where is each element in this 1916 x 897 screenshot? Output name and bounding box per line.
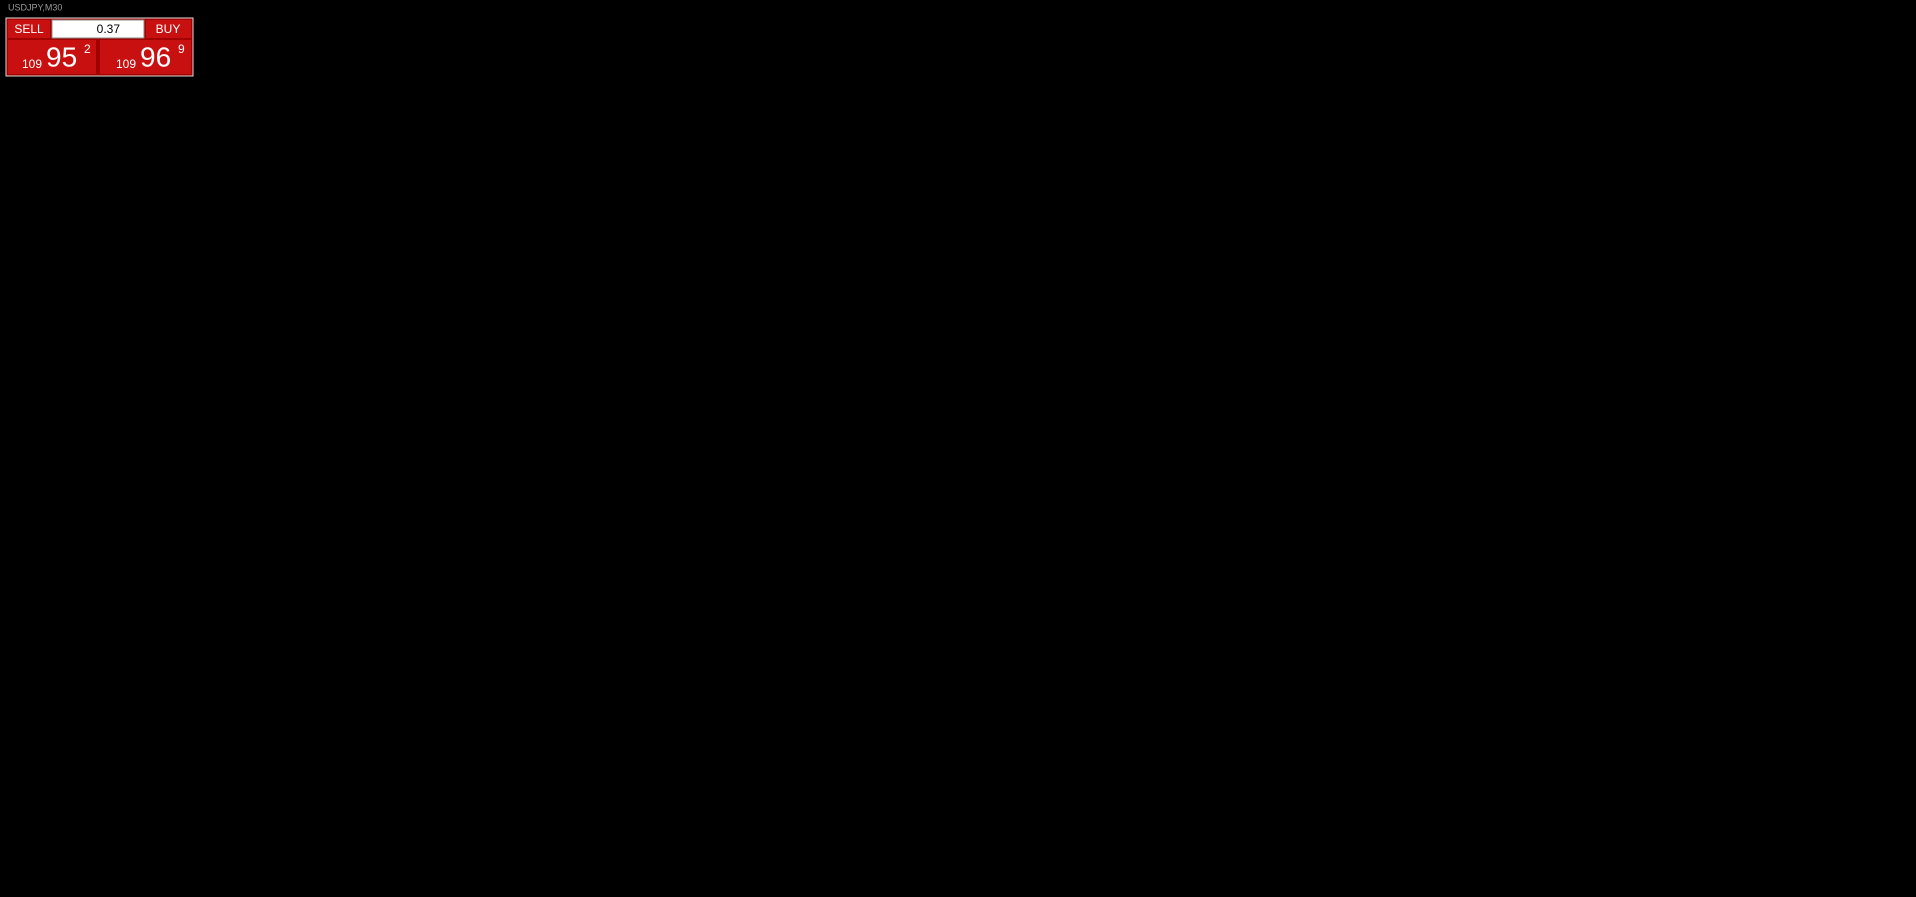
buy-price-pips: 96 — [140, 41, 171, 72]
buy-button[interactable] — [146, 20, 191, 38]
sell-price-frac: 2 — [84, 42, 91, 56]
sell-price-big: 109 — [22, 57, 42, 71]
volume-value[interactable]: 0.37 — [97, 22, 121, 36]
sell-price-pips: 95 — [46, 41, 77, 72]
buy-label[interactable]: BUY — [156, 22, 181, 36]
buy-price-box[interactable] — [100, 40, 191, 74]
buy-price-big: 109 — [116, 57, 136, 71]
chart-title: USDJPY,M30 — [8, 2, 62, 12]
sell-price-box[interactable] — [8, 40, 96, 74]
sell-label[interactable]: SELL — [14, 22, 44, 36]
sell-button[interactable] — [8, 20, 50, 38]
buy-price-frac: 9 — [178, 42, 185, 56]
trade-panel: SELL 0.37 BUY 109 95 2 109 96 9 — [5, 17, 194, 77]
volume-input[interactable] — [51, 19, 145, 39]
